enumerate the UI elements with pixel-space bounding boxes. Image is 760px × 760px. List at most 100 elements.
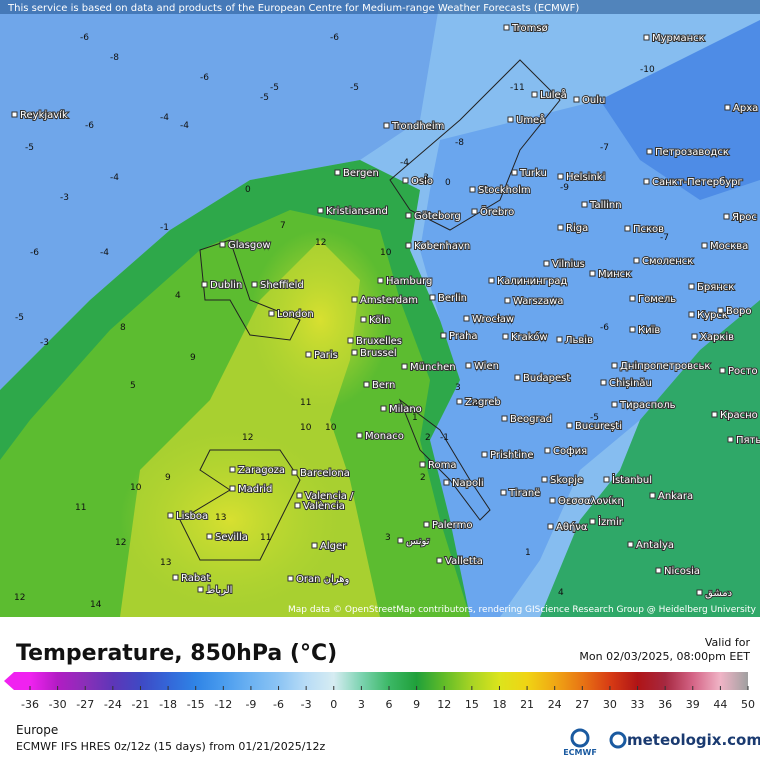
city-marker <box>11 111 18 118</box>
city-label: Prishtine <box>490 450 533 461</box>
contour-label: -1 <box>440 433 449 443</box>
city-label: Sevilla <box>215 532 248 543</box>
city-label: Красно <box>720 410 758 421</box>
city-marker <box>500 489 507 496</box>
city-marker <box>197 586 204 593</box>
city-marker <box>688 311 695 318</box>
city-marker <box>287 575 294 582</box>
colorbar-tick-label: 6 <box>386 698 393 711</box>
colorbar-tick-label: 39 <box>686 698 700 711</box>
city-label: Bern <box>372 380 395 391</box>
city-marker <box>206 533 213 540</box>
contour-label: -4 <box>160 113 169 123</box>
city-label: Glasgow <box>228 240 271 251</box>
contour-label: 10 <box>380 248 392 258</box>
city-marker <box>380 405 387 412</box>
model-info: ECMWF IFS HRES 0z/12z (15 days) from 01/… <box>16 740 326 753</box>
city-label: Київ <box>638 325 660 336</box>
city-marker <box>268 310 275 317</box>
city-marker <box>643 34 650 41</box>
contour-label: 12 <box>242 433 253 443</box>
city-label: Брянск <box>697 282 734 293</box>
contour-label: -1 <box>160 223 169 233</box>
city-label: Воро <box>726 306 751 317</box>
city-marker <box>541 476 548 483</box>
city-label: Zagreb <box>465 397 501 408</box>
colorbar-tick-label: 50 <box>741 698 755 711</box>
city-marker <box>317 207 324 214</box>
city-label: Amsterdam <box>360 295 418 306</box>
city-marker <box>501 415 508 422</box>
colorbar-tick-label: 36 <box>658 698 672 711</box>
colorbar-tick-label: -36 <box>21 698 39 711</box>
notice: This service is based on data and produc… <box>7 3 579 14</box>
city-label: Росто <box>728 366 758 377</box>
contour-label: -5 <box>260 93 269 103</box>
city-label: Paris <box>314 350 338 361</box>
city-label: Санкт-Петербург <box>652 177 743 188</box>
city-label: Chișinău <box>609 378 652 389</box>
contour-label: 11 <box>300 398 311 408</box>
city-label: Helsinki <box>566 172 605 183</box>
city-label: Turku <box>519 168 547 179</box>
colorbar-tick-label: 44 <box>713 698 727 711</box>
city-marker <box>547 523 554 530</box>
city-label: London <box>277 309 314 320</box>
city-label: Мурманск <box>652 33 705 44</box>
contour-label: -8 <box>110 53 119 63</box>
city-marker <box>469 186 476 193</box>
city-label: Luleå <box>540 88 567 101</box>
contour-label: 1 <box>412 413 418 423</box>
city-label: Sheffield <box>260 280 304 291</box>
city-label: Смоленск <box>642 256 693 267</box>
city-marker <box>443 479 450 486</box>
contour-label: 3 <box>385 533 391 543</box>
city-marker <box>688 283 695 290</box>
city-marker <box>305 351 312 358</box>
city-marker <box>481 451 488 458</box>
city-marker <box>351 296 358 303</box>
city-label: Пять <box>736 435 760 446</box>
city-label: Reykjavík <box>20 109 68 121</box>
city-marker <box>556 336 563 343</box>
city-label: Beograd <box>510 414 552 425</box>
valid-time: Mon 02/03/2025, 08:00pm EET <box>579 650 750 663</box>
city-marker <box>440 332 447 339</box>
contour-label: -7 <box>660 233 669 243</box>
contour-label: -3 <box>420 173 429 183</box>
city-marker <box>419 461 426 468</box>
city-marker <box>334 169 341 176</box>
city-marker <box>719 367 726 374</box>
contour-label: 13 <box>215 513 226 523</box>
contour-label: 4 <box>175 291 181 301</box>
contour-label: 11 <box>75 503 86 513</box>
city-marker <box>311 542 318 549</box>
city-label: Tallinn <box>589 200 622 211</box>
colorbar-tick-label: -12 <box>214 698 232 711</box>
contour-label: 9 <box>190 353 196 363</box>
city-marker <box>296 492 303 499</box>
city-label: Ярос <box>732 212 757 223</box>
city-label: Wrocław <box>472 314 514 325</box>
city-label: Antalya <box>636 540 674 551</box>
city-marker <box>219 241 226 248</box>
colorbar-tick-label: 30 <box>603 698 617 711</box>
contour-label: -6 <box>80 33 89 43</box>
contour-label: 3 <box>455 383 461 393</box>
meteologix-logo[interactable]: meteologix.com <box>627 731 760 749</box>
city-label: København <box>414 241 470 252</box>
city-label: Palermo <box>432 520 472 531</box>
city-marker <box>643 178 650 185</box>
colorbar-tick-label: 9 <box>413 698 420 711</box>
city-marker <box>405 242 412 249</box>
city-marker <box>360 316 367 323</box>
city-marker <box>229 485 236 492</box>
city-marker <box>691 333 698 340</box>
city-label: Oslo <box>411 176 433 187</box>
city-label: Арха <box>733 103 758 114</box>
city-marker <box>405 212 412 219</box>
city-marker <box>549 497 556 504</box>
city-marker <box>531 91 538 98</box>
city-label: Monaco <box>365 431 404 442</box>
